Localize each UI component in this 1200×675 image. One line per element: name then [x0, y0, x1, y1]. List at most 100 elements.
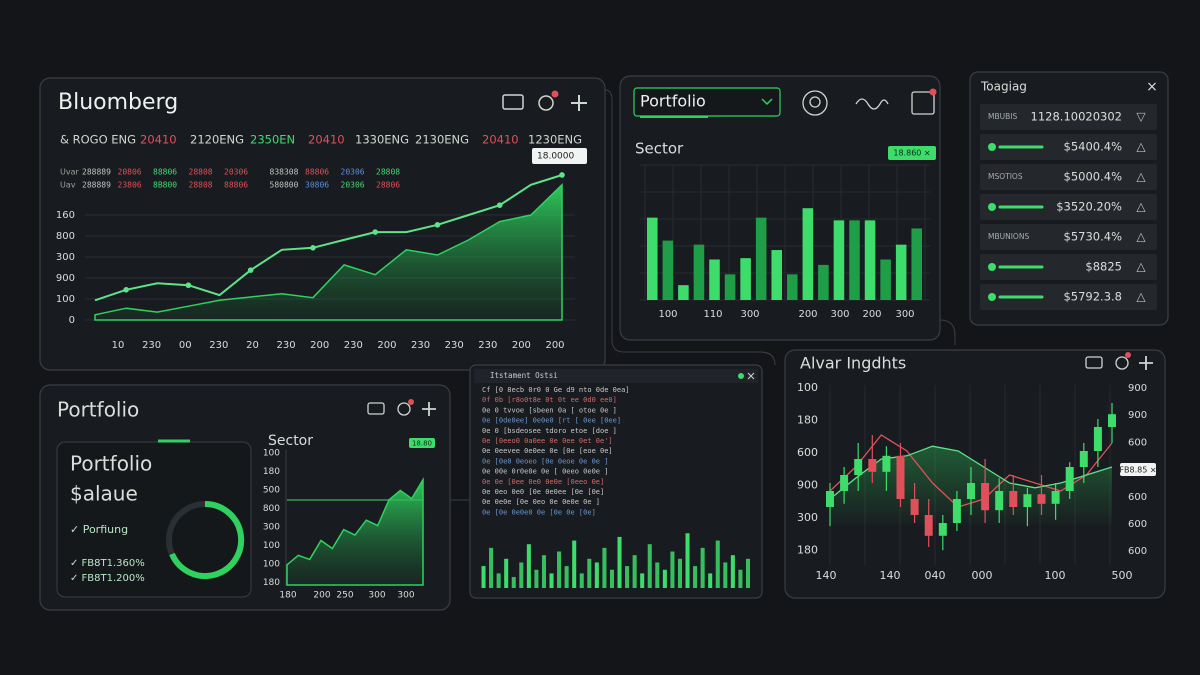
- candle-body: [910, 499, 919, 515]
- candle-body: [1009, 491, 1018, 507]
- ticker: & ROGO ENG: [60, 133, 136, 147]
- x-tick-label: 300: [895, 309, 914, 320]
- code-line: 0e 0eo 0e0 [0e 0e0ee [0e [0e]: [482, 488, 604, 496]
- add-icon[interactable]: [571, 95, 587, 111]
- notification-dot: [1125, 352, 1131, 358]
- candle-body: [1051, 491, 1060, 504]
- panel-title: Alvar Ingdhts: [800, 354, 906, 373]
- row-value: $5000.4%: [1064, 170, 1123, 184]
- quote-value: 580800: [270, 181, 299, 190]
- toggle-row[interactable]: [980, 194, 1157, 220]
- row-icon: △: [1136, 230, 1146, 244]
- bar: [617, 536, 622, 588]
- code-line: 0e 0e0e [0e 0eo 0e 0e0e 0e ]: [482, 498, 600, 506]
- window-icon[interactable]: [502, 94, 524, 110]
- toggle-row[interactable]: [980, 224, 1157, 250]
- close-icon[interactable]: [747, 372, 755, 380]
- toggle-row[interactable]: [980, 104, 1157, 130]
- bar: [647, 544, 652, 588]
- bar: [534, 569, 539, 588]
- badge-box: [409, 438, 435, 448]
- badge-text: FB8.85 ×: [1119, 466, 1156, 475]
- quote-value: 20306: [341, 168, 365, 177]
- add-icon[interactable]: [1139, 356, 1153, 370]
- quote-value: 288889: [82, 181, 111, 190]
- value-card: [56, 441, 252, 598]
- code-line: 0e 0 tvvoe [sbeen 0a [ otoe 0e ]: [482, 406, 617, 414]
- row-dot: [988, 143, 996, 151]
- candle-body: [882, 455, 891, 472]
- y-tick-label: 100: [263, 449, 280, 459]
- code-line: 0e 0 [bsdeosee tdoro etoe [doe ]: [482, 427, 617, 435]
- y-tick-label: 300: [797, 511, 818, 524]
- notification-icon[interactable]: [1115, 356, 1129, 370]
- row-value: $5400.4%: [1064, 140, 1123, 154]
- dropdown-chevron: [761, 98, 773, 106]
- card-title: Portfolio: [70, 452, 152, 476]
- toggle-row[interactable]: [980, 164, 1157, 190]
- y2-tick-label: 600: [1128, 546, 1147, 557]
- x-tick-label: 100: [658, 309, 677, 320]
- toggle-row[interactable]: [980, 284, 1157, 310]
- search-icon[interactable]: [802, 90, 828, 116]
- trend-line: [829, 445, 1113, 500]
- line: [94, 174, 563, 302]
- panel-title: Toagiag: [980, 80, 1027, 94]
- x-tick-label: 140: [816, 569, 837, 582]
- window-icon[interactable]: [367, 402, 385, 415]
- quote-value: 28806: [376, 181, 400, 190]
- x-tick-label: 200: [545, 340, 564, 351]
- ticker: 20410: [482, 133, 519, 147]
- ticker: 2130ENG: [415, 133, 469, 147]
- bar: [685, 533, 690, 588]
- line-point: [123, 287, 129, 293]
- notification-icon[interactable]: [538, 95, 554, 111]
- candle-body: [896, 455, 905, 499]
- row-value: 1128.10020302: [1031, 110, 1122, 124]
- quote-value: 20306: [224, 168, 248, 177]
- row-value: $3520.20%: [1056, 200, 1122, 214]
- y-tick-label: 300: [263, 523, 280, 533]
- bar: [755, 217, 767, 300]
- bar: [693, 244, 705, 300]
- bar: [587, 558, 592, 588]
- tooltip-text: 18.0000: [537, 152, 574, 162]
- x-tick-label: 230: [478, 340, 497, 351]
- code-line: 0e [0de0ee] 0e0e0 [rt [ 0ee [0ee]: [482, 417, 621, 425]
- connector: [939, 319, 956, 345]
- x-tick-label: 300: [740, 309, 759, 320]
- candle-body: [967, 483, 975, 499]
- bar: [771, 250, 782, 300]
- quote-value: 838308: [270, 168, 299, 177]
- bar: [802, 208, 814, 300]
- search-glass: [809, 96, 821, 108]
- bar: [526, 544, 531, 588]
- x-tick-label: 100: [1045, 569, 1066, 582]
- badge-box: [1120, 463, 1156, 476]
- x-tick-label: 200: [377, 340, 396, 351]
- candle-body: [854, 459, 863, 475]
- x-tick-label: 300: [368, 591, 385, 601]
- x-tick-label: 140: [880, 569, 901, 582]
- quote-value: 28808: [189, 181, 213, 190]
- link-icon[interactable]: [855, 98, 889, 110]
- notification-icon[interactable]: [397, 402, 411, 416]
- y-tick-label: 600: [797, 446, 818, 459]
- toggle-row[interactable]: [980, 134, 1157, 160]
- x-tick-label: 110: [703, 309, 722, 320]
- alert-icon[interactable]: [911, 91, 935, 115]
- bar: [864, 220, 876, 300]
- donut-arc: [169, 500, 245, 579]
- y-tick-label: 900: [56, 273, 75, 284]
- quote-value: 30806: [305, 181, 329, 190]
- row-icon: ▽: [1136, 110, 1146, 124]
- add-icon[interactable]: [422, 402, 436, 416]
- row-icon: △: [1136, 290, 1146, 304]
- x-tick-label: 20: [246, 340, 259, 351]
- ticker: 2350EN: [250, 133, 295, 147]
- window-icon[interactable]: [1085, 356, 1103, 369]
- bar: [709, 259, 720, 300]
- ticker: 20410: [140, 133, 177, 147]
- toggle-row[interactable]: [980, 254, 1157, 280]
